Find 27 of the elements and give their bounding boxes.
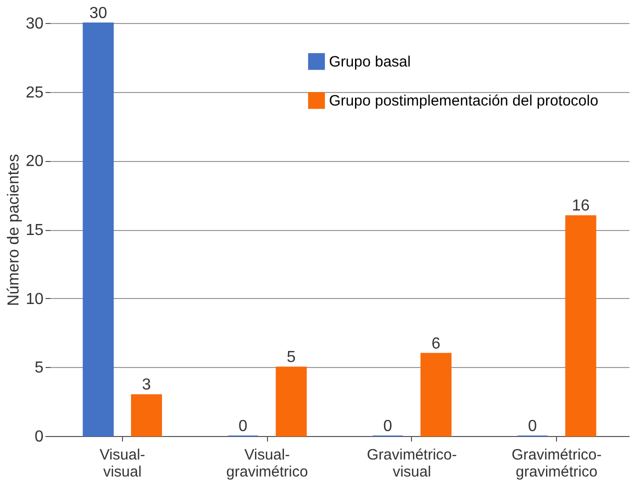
bar: [565, 215, 596, 436]
y-tick-label: 10: [26, 290, 44, 308]
y-tick-label: 15: [26, 222, 44, 239]
data-label: 30: [89, 5, 108, 22]
legend-label: Grupo basal: [329, 54, 411, 70]
x-tick-label: Visual- gravimétrico: [226, 446, 308, 480]
data-label: 0: [383, 418, 392, 435]
data-label: 16: [572, 198, 590, 215]
legend-label: Grupo postimplementación del protocolo: [329, 92, 598, 110]
y-axis-title: Número de pacientes: [6, 154, 23, 306]
data-label: 0: [528, 418, 538, 435]
bar: [420, 352, 452, 436]
y-tick-label: 25: [26, 84, 44, 102]
bar: [131, 394, 162, 436]
bar: [276, 366, 307, 436]
data-label: 3: [142, 376, 152, 394]
y-tick-label: 30: [26, 16, 44, 32]
x-tick-label: Gravimétrico- visual: [366, 446, 457, 480]
x-tick-label: Gravimétrico- gravimétrico: [512, 446, 602, 480]
y-tick-label: 5: [34, 360, 44, 377]
bar: [82, 22, 114, 436]
data-label: 6: [432, 335, 441, 352]
data-label: 5: [286, 349, 296, 366]
y-tick-label: 0: [34, 428, 44, 446]
data-label: 0: [238, 418, 248, 435]
y-tick-label: 20: [26, 153, 44, 170]
x-tick-label: Visual- visual: [100, 446, 146, 480]
